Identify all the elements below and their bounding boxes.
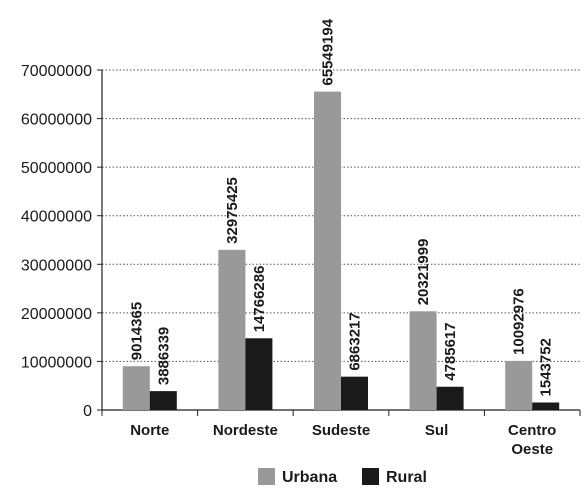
data-label: 3886339 <box>155 327 172 385</box>
legend: Urbana Rural <box>258 468 427 486</box>
y-tick-label: 70000000 <box>21 63 92 80</box>
legend-label-rural: Rural <box>386 469 427 486</box>
legend-swatch-rural <box>362 468 379 485</box>
bar-urbana-1 <box>218 249 246 410</box>
data-label: 10092976 <box>511 288 528 355</box>
data-label: 6863217 <box>347 312 364 370</box>
data-label: 4785617 <box>442 322 459 380</box>
data-label: 14766286 <box>251 266 268 333</box>
y-tick-label: 0 <box>83 403 92 420</box>
y-tick-label: 60000000 <box>21 112 92 129</box>
bar-rural-0 <box>149 391 177 410</box>
y-tick-label: 30000000 <box>21 257 92 274</box>
y-tick-label: 10000000 <box>21 354 92 371</box>
y-tick-label: 50000000 <box>21 160 92 177</box>
labels: 0 10000000 20000000 30000000 40000000 5000000… <box>21 18 557 458</box>
bar-rural-4 <box>532 402 560 410</box>
category-label: Sudeste <box>312 422 370 439</box>
y-tick-label: 20000000 <box>21 306 92 323</box>
data-label: 20321999 <box>415 239 432 306</box>
bars <box>122 91 560 411</box>
category-label: Norte <box>130 422 169 439</box>
category-label: Sul <box>425 422 448 439</box>
data-label: 1543752 <box>538 338 555 396</box>
y-tick-label: 40000000 <box>21 209 92 226</box>
legend-label-urbana: Urbana <box>282 469 337 486</box>
bar-urbana-0 <box>122 366 150 410</box>
data-label: 32975425 <box>224 177 241 244</box>
category-label: Nordeste <box>213 422 278 439</box>
bar-urbana-4 <box>505 360 533 410</box>
bar-urbana-3 <box>409 311 437 410</box>
bar-rural-2 <box>341 376 368 410</box>
legend-swatch-urbana <box>258 468 275 485</box>
data-label: 65549194 <box>320 18 337 85</box>
data-label: 9014365 <box>128 302 145 360</box>
category-label: Centro Oeste <box>508 422 556 458</box>
bar-rural-3 <box>436 386 464 410</box>
bar-urbana-2 <box>314 91 341 411</box>
bar-rural-1 <box>245 338 273 410</box>
